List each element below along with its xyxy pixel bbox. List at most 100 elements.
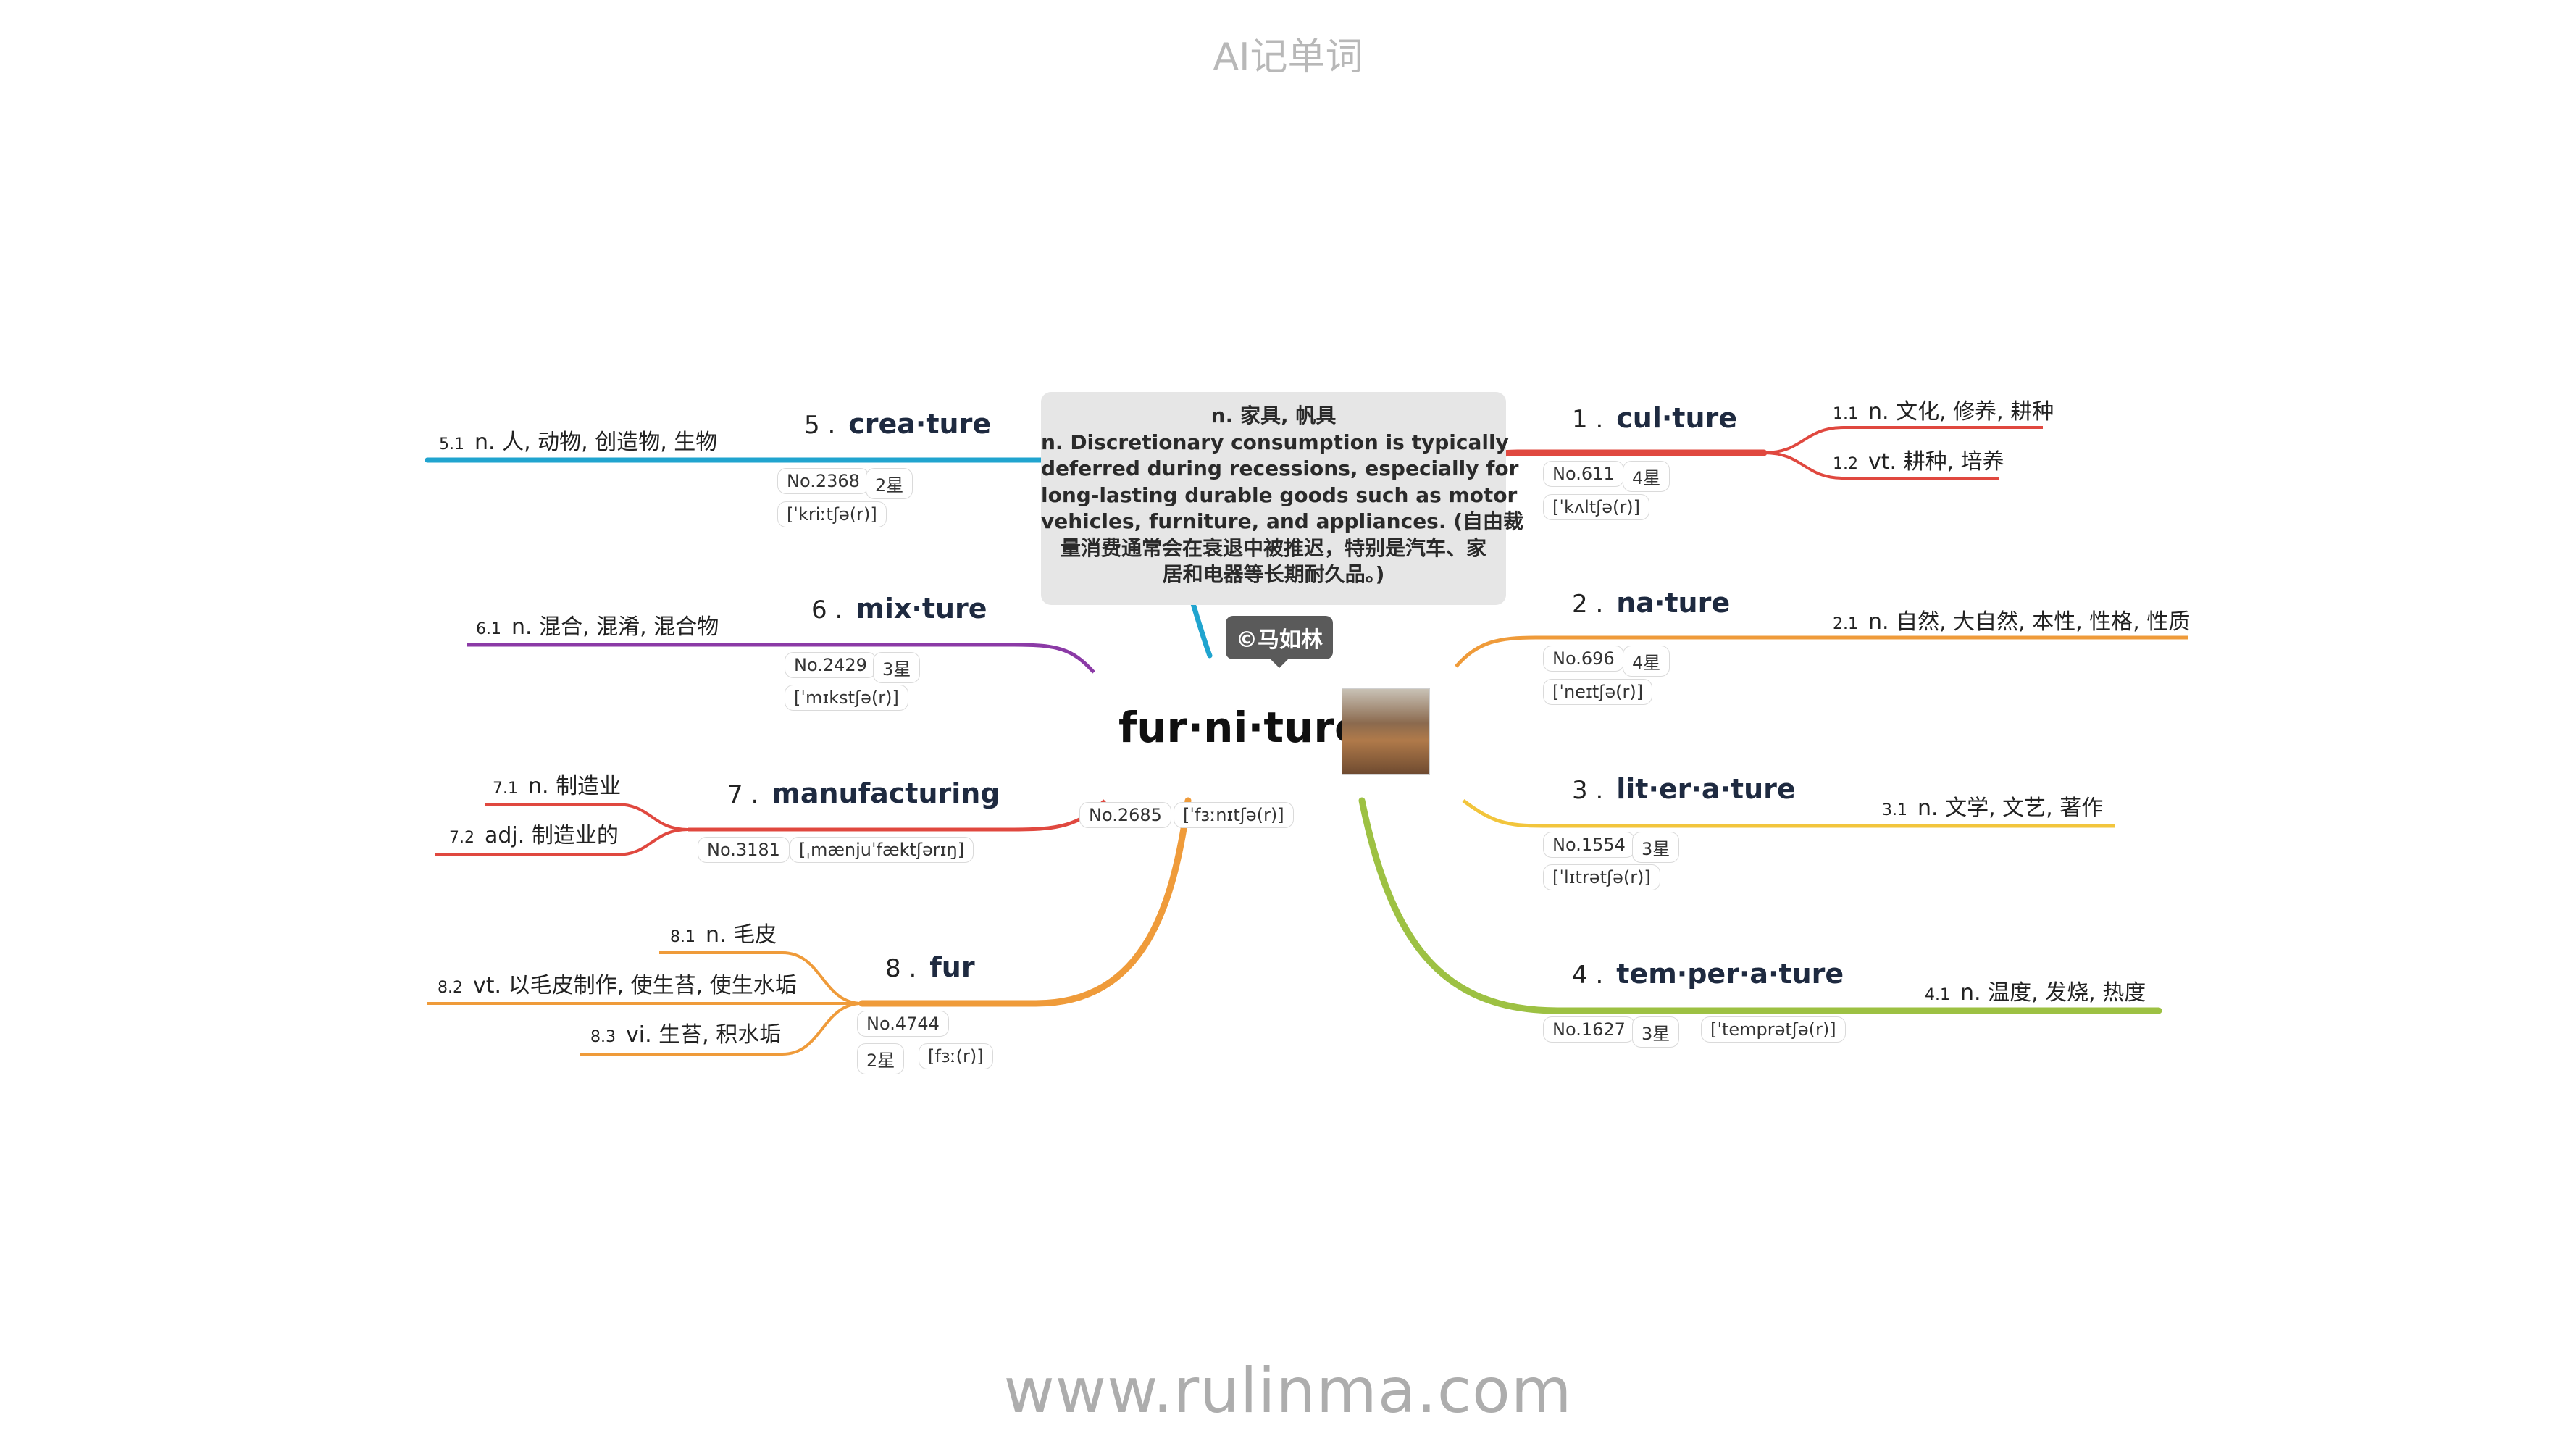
definition-number: 2.1	[1833, 615, 1858, 633]
definition-2-1: 2.1 n. 自然, 大自然, 本性, 性格, 性质	[1833, 604, 2190, 635]
definition-7-1: 7.1 n. 制造业	[493, 768, 621, 800]
definition-1-1: 1.1 n. 文化, 修养, 耕种	[1833, 393, 2054, 425]
central-rank-tag: No.2685	[1079, 802, 1171, 828]
branch-number: 3 .	[1572, 776, 1604, 805]
connector-manufacturing-def-2	[435, 828, 689, 856]
connector-culture-def-1	[1763, 426, 2043, 454]
central-word[interactable]: fur·ni·ture	[1118, 703, 1363, 752]
branch-number: 2 .	[1572, 590, 1604, 619]
definition-text: vt. 以毛皮制作, 使生苔, 使生水垢	[473, 973, 797, 998]
branch-culture[interactable]: 1 . cul·ture	[1572, 402, 1737, 434]
branch-nature[interactable]: 2 . na·ture	[1572, 587, 1730, 619]
definition-number: 6.1	[476, 620, 501, 638]
definition-text: n. 人, 动物, 创造物, 生物	[474, 430, 718, 455]
branch-word: manufacturing	[771, 777, 1000, 809]
note-line: 量消费通常会在衰退中被推迟，特别是汽车、家	[1060, 535, 1486, 560]
connector-temperature	[1358, 797, 2162, 1014]
rank-tag: No.2368	[777, 468, 869, 494]
definition-text: n. 混合, 混淆, 混合物	[511, 614, 719, 640]
stars-tag: 3星	[1632, 1016, 1680, 1048]
branch-number: 8 .	[885, 954, 917, 983]
definition-number: 4.1	[1925, 986, 1950, 1004]
branch-number: 7 .	[727, 780, 759, 809]
stars-tag: 2星	[866, 468, 913, 499]
definition-number: 7.1	[493, 780, 518, 798]
phonetic-tag: [ˌmænjuˈfæktʃərɪŋ]	[790, 837, 974, 863]
phonetic-tag: [ˈtemprətʃə(r)]	[1701, 1016, 1846, 1043]
definition-1-2: 1.2 vt. 耕种, 培养	[1833, 443, 2004, 475]
note-line: n. 家具, 帆具	[1210, 404, 1337, 427]
rank-tag: No.1627	[1543, 1016, 1635, 1043]
definition-number: 7.2	[449, 829, 474, 847]
branch-literature[interactable]: 3 . lit·er·a·ture	[1572, 773, 1796, 805]
furniture-photo	[1342, 688, 1430, 775]
phonetic-tag: [ˈlɪtrətʃə(r)]	[1543, 864, 1660, 890]
branch-creature[interactable]: 5 . crea·ture	[804, 408, 991, 440]
rank-tag: No.3181	[698, 837, 790, 863]
branch-number: 4 .	[1572, 961, 1604, 990]
connector-fur	[858, 797, 1192, 1007]
stars-tag: 3星	[1632, 832, 1680, 863]
definition-3-1: 3.1 n. 文学, 文艺, 著作	[1882, 790, 2103, 822]
connector-manufacturing-def-1	[485, 803, 689, 831]
phonetic-tag: [ˈkriːtʃə(r)]	[777, 501, 887, 527]
phonetic-tag: [ˈkʌltʃə(r)]	[1543, 494, 1649, 520]
branch-word: na·ture	[1616, 587, 1731, 619]
definition-8-2: 8.2 vt. 以毛皮制作, 使生苔, 使生水垢	[438, 967, 797, 999]
rank-tag: No.611	[1543, 461, 1624, 487]
branch-word: cul·ture	[1616, 402, 1738, 434]
branch-manufacturing[interactable]: 7 . manufacturing	[727, 777, 1000, 809]
connector-fur-def-3	[580, 1002, 863, 1056]
footer-url[interactable]: www.rulinma.com	[1003, 1355, 1573, 1427]
definition-text: n. 自然, 大自然, 本性, 性格, 性质	[1868, 609, 2191, 635]
note-line: long-lasting durable goods such as motor	[1041, 483, 1518, 507]
copyright-badge: ©马如林	[1226, 616, 1333, 668]
definition-note: n. 家具, 帆具 n. Discretionary consumption i…	[1041, 392, 1524, 605]
definition-text: adj. 制造业的	[485, 823, 619, 848]
definition-number: 5.1	[439, 435, 464, 454]
branch-mixture[interactable]: 6 . mix·ture	[811, 593, 987, 625]
rank-tag: No.4744	[857, 1011, 949, 1037]
branch-word: crea·ture	[848, 408, 992, 440]
branch-number: 6 .	[811, 596, 843, 625]
branch-fur[interactable]: 8 . fur	[885, 951, 975, 983]
definition-text: n. 温度, 发烧, 热度	[1960, 980, 2146, 1006]
definition-text: n. 文学, 文艺, 著作	[1918, 796, 2104, 821]
connector-literature	[1462, 798, 2115, 828]
rank-tag: No.2429	[785, 652, 877, 678]
branch-number: 5 .	[804, 411, 836, 440]
note-line: 居和电器等长期耐久品。)	[1162, 562, 1385, 586]
stars-tag: 3星	[873, 652, 921, 683]
connector-mixture	[467, 643, 1095, 674]
page-title: AI记单词	[1213, 36, 1363, 79]
branch-number: 1 .	[1572, 405, 1604, 434]
definition-text: n. 毛皮	[706, 922, 777, 948]
definition-text: n. 制造业	[528, 774, 622, 799]
rank-tag: No.696	[1543, 646, 1624, 672]
definition-8-3: 8.3 vi. 生苔, 积水垢	[590, 1016, 781, 1048]
stars-tag: 4星	[1623, 646, 1670, 677]
definition-5-1: 5.1 n. 人, 动物, 创造物, 生物	[439, 424, 717, 456]
definition-number: 3.1	[1882, 801, 1907, 819]
stars-tag: 2星	[857, 1043, 905, 1074]
connector-nature	[1455, 635, 2188, 668]
branch-word: mix·ture	[856, 593, 987, 625]
definition-7-2: 7.2 adj. 制造业的	[449, 817, 619, 849]
central-phonetic-tag: [ˈfɜːnɪtʃə(r)]	[1174, 802, 1294, 828]
branch-temperature[interactable]: 4 . tem·per·a·ture	[1572, 958, 1844, 990]
definition-number: 1.1	[1833, 405, 1858, 423]
connector-culture-def-2	[1763, 451, 1999, 480]
definition-number: 8.3	[590, 1028, 616, 1046]
connector-fur-def-1	[659, 951, 863, 1005]
definition-number: 8.1	[670, 928, 695, 946]
definition-number: 1.2	[1833, 455, 1858, 473]
branch-word: tem·per·a·ture	[1616, 958, 1844, 990]
definition-number: 8.2	[438, 979, 463, 997]
definition-text: vt. 耕种, 培养	[1868, 449, 2004, 475]
note-line: vehicles, furniture, and appliances. (自由…	[1041, 509, 1524, 533]
phonetic-tag: [ˈmɪkstʃə(r)]	[785, 685, 908, 711]
rank-tag: No.1554	[1543, 832, 1635, 858]
phonetic-tag: [ˈneɪtʃə(r)]	[1543, 679, 1653, 705]
